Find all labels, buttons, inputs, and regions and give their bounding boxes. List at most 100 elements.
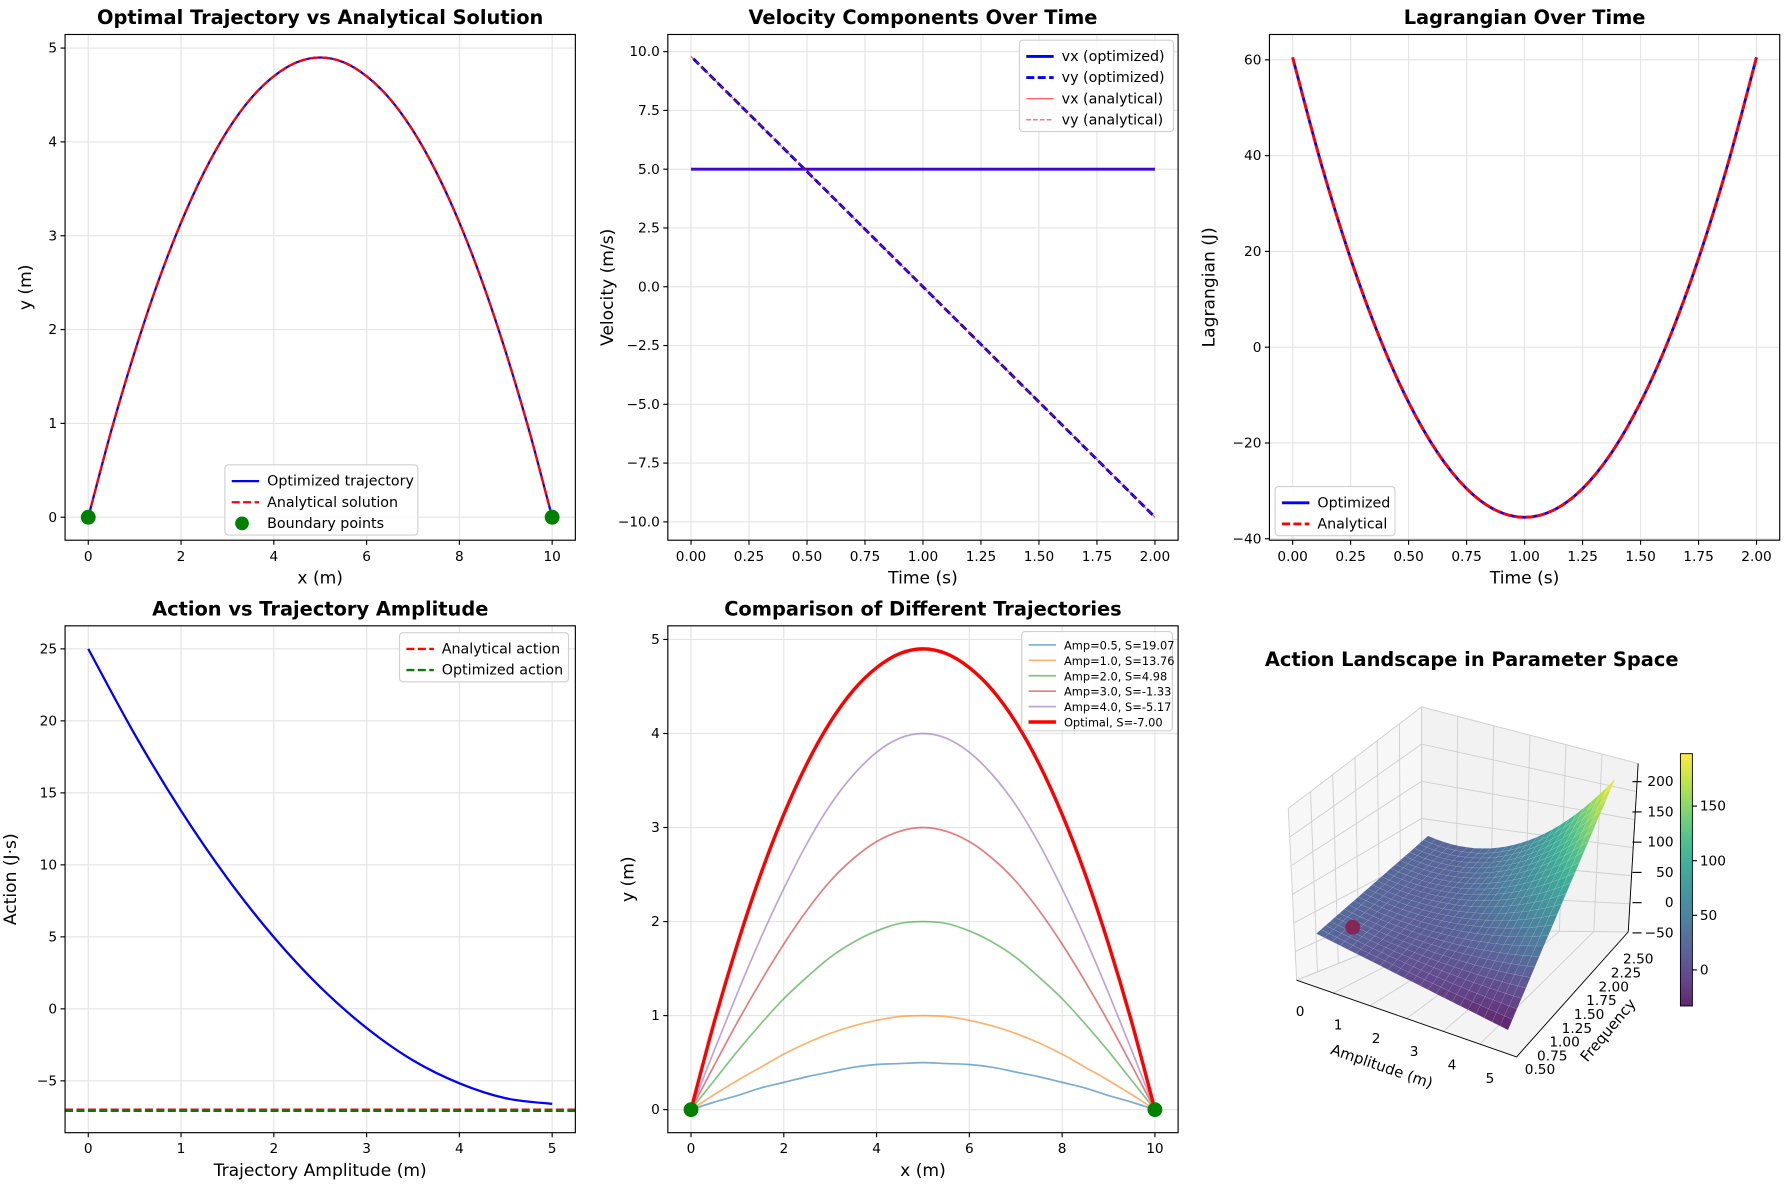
amplitude-axis xyxy=(1296,979,1517,1058)
subplot-title: Comparison of Different Trajectories xyxy=(724,598,1122,621)
legend-label: Amp=4.0, S=-5.17 xyxy=(1064,700,1171,714)
plot-area xyxy=(1291,57,1758,519)
y-axis-label: y (m) xyxy=(16,265,36,311)
x-tick-label: 1.50 xyxy=(1625,549,1655,565)
amplitude-tick-label: 3 xyxy=(1410,1044,1419,1060)
x-tick-label: 0.00 xyxy=(676,549,706,565)
legend-marker xyxy=(235,516,249,531)
y-tick-label: 25 xyxy=(40,641,57,657)
surface-patch xyxy=(1566,861,1581,877)
colorbar-tick-label: 50 xyxy=(1700,908,1717,924)
axes-frame xyxy=(1268,33,1781,541)
frequency-tick-label: 1.50 xyxy=(1574,1007,1604,1023)
series-line xyxy=(690,826,1156,1111)
series-line xyxy=(690,1061,1156,1111)
y-axis-label: Velocity (m/s) xyxy=(598,229,618,346)
plot-area xyxy=(65,648,576,1112)
series-line xyxy=(87,648,553,1106)
amplitude-tick-label: 1 xyxy=(1334,1017,1343,1033)
z-axis xyxy=(1627,763,1639,932)
y-tick-label: −7.5 xyxy=(627,456,660,472)
legend-label: vy (optimized) xyxy=(1062,70,1165,86)
surface-patch xyxy=(1544,914,1558,927)
surface-patch xyxy=(1584,819,1598,838)
amplitude-tick-label: 4 xyxy=(1448,1058,1457,1074)
surface-patch xyxy=(1593,799,1607,817)
legend-label: vx (optimized) xyxy=(1062,49,1165,65)
legend-box xyxy=(1018,39,1175,133)
x-tick-label: 8 xyxy=(455,549,464,565)
x-tick-label: 4 xyxy=(269,549,278,565)
y-tick-label: 5.0 xyxy=(638,162,660,178)
series-line xyxy=(690,1014,1156,1111)
x-tick-label: 2.00 xyxy=(1140,549,1170,565)
x-tick-label: 1.00 xyxy=(1509,549,1539,565)
y-tick-label: 3 xyxy=(48,228,57,244)
legend-label: Amp=0.5, S=19.07 xyxy=(1064,639,1175,653)
x-tick-label: 8 xyxy=(1058,1141,1067,1157)
colorbar-tick-label: 0 xyxy=(1700,962,1709,978)
y-tick-label: 2 xyxy=(651,914,660,930)
y-tick-label: −5.0 xyxy=(627,397,660,413)
y-tick-label: −10.0 xyxy=(618,514,660,530)
x-tick-label: 4 xyxy=(455,1141,464,1157)
x-axis-label: x (m) xyxy=(900,1161,946,1181)
x-tick-label: 1.75 xyxy=(1683,549,1713,565)
y-tick-label: 2 xyxy=(48,322,57,338)
surface-patch xyxy=(1553,893,1567,907)
y-tick-label: 10 xyxy=(40,857,57,873)
axes-frame xyxy=(64,625,576,1134)
z-tick-label: −50 xyxy=(1645,925,1674,941)
amplitude-axis-label: Amplitude (m) xyxy=(1328,1041,1434,1092)
subplot-6-3d: Action Landscape in Parameter Space 0 1 2 3 4… xyxy=(1265,648,1726,1092)
x-tick-label: 0 xyxy=(687,1141,696,1157)
y-tick-label: 60 xyxy=(1244,52,1261,68)
z-tick-label: 0 xyxy=(1665,895,1674,911)
series-line xyxy=(87,56,554,518)
legend: Analytical action Optimized action xyxy=(398,632,570,683)
x-tick-label: 2 xyxy=(779,1141,788,1157)
x-tick-label: 0.50 xyxy=(1393,549,1423,565)
series-line xyxy=(689,647,1157,1111)
y-tick-label: 20 xyxy=(1244,244,1261,260)
frequency-tick-label: 2.25 xyxy=(1611,965,1641,981)
x-axis-label: Time (s) xyxy=(887,569,958,589)
boundary-point-marker xyxy=(80,509,96,525)
x-tick-label: 1.25 xyxy=(966,549,996,565)
z-tick-label: 100 xyxy=(1647,835,1673,851)
amplitude-tick-label: 5 xyxy=(1486,1071,1495,1087)
boundary-point-marker xyxy=(683,1102,699,1118)
subplot-title: Lagrangian Over Time xyxy=(1404,6,1646,29)
subplot-4: 0 1 2 3 4 5 −5 0 5 10 15 20 25 Action vs Trajectory A… xyxy=(1,598,576,1181)
y-tick-label: −2.5 xyxy=(627,338,660,354)
y-tick-label: −5 xyxy=(37,1073,57,1089)
x-tick-label: 6 xyxy=(362,549,371,565)
x-tick-label: 10 xyxy=(1146,1141,1163,1157)
y-tick-label: 3 xyxy=(651,820,660,836)
x-tick-label: 0.50 xyxy=(792,549,822,565)
legend-box xyxy=(1021,630,1173,732)
y-axis-label: Action (J·s) xyxy=(1,833,21,925)
plot-area xyxy=(689,647,1157,1111)
legend-label: Amp=2.0, S=4.98 xyxy=(1064,669,1167,683)
surface-patch xyxy=(1575,840,1590,857)
legend: Optimized Analytical xyxy=(1274,485,1396,537)
colorbar-tick-label: 150 xyxy=(1700,799,1726,815)
legend-label: Analytical xyxy=(1317,517,1387,533)
series-line xyxy=(690,732,1156,1110)
series-line xyxy=(690,920,1156,1111)
x-axis-label: Trajectory Amplitude (m) xyxy=(213,1161,427,1181)
surface-patch xyxy=(1539,924,1554,937)
x-tick-label: 0.25 xyxy=(1335,549,1365,565)
x-tick-label: 0 xyxy=(84,1141,93,1157)
y-tick-label: 0 xyxy=(48,1001,57,1017)
x-tick-label: 0.75 xyxy=(1451,549,1481,565)
surface-patch xyxy=(1589,809,1603,827)
y-tick-label: 2.5 xyxy=(638,221,660,237)
frequency-tick-label: 0.50 xyxy=(1525,1062,1555,1078)
y-tick-label: 5 xyxy=(651,632,660,648)
y-tick-label: 7.5 xyxy=(638,103,660,119)
optimal-point-marker xyxy=(1345,919,1361,935)
boundary-point-marker xyxy=(544,509,560,525)
